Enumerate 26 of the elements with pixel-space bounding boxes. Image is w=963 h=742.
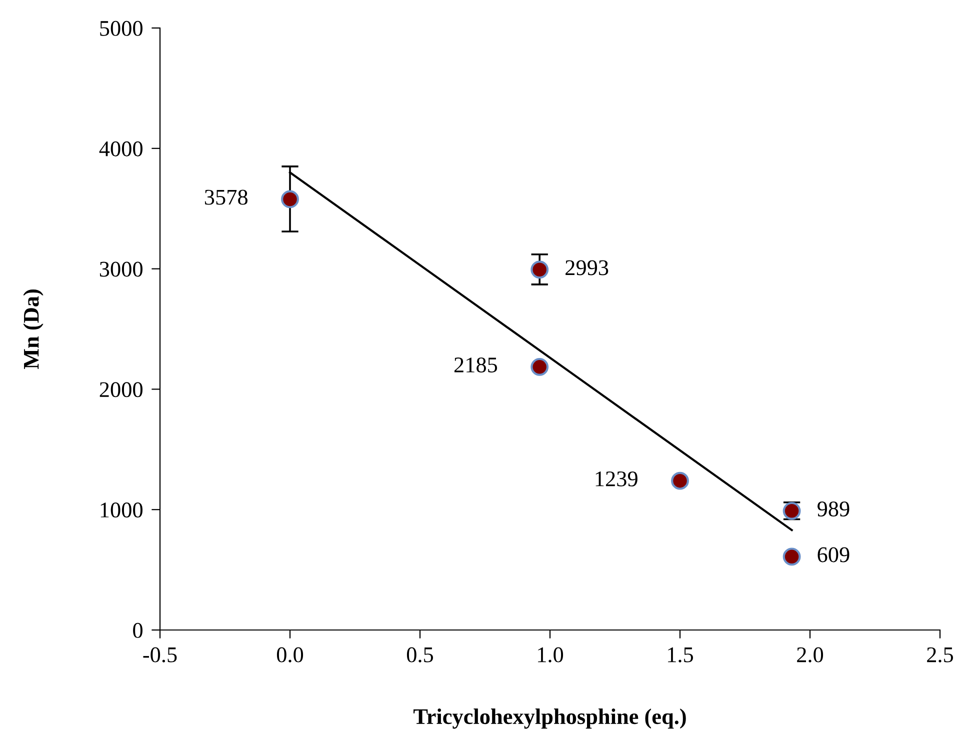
- point: [530, 358, 549, 376]
- data-label: 989: [818, 501, 850, 516]
- data-label: 2993: [566, 260, 608, 276]
- data-label: 609: [818, 547, 850, 562]
- x-axis-title: Tricyclohexylphosphine (eq.): [414, 708, 686, 729]
- y-tick-label: 4000: [99, 141, 142, 156]
- y-tick-label: 5000: [100, 20, 142, 36]
- x-tick-label: 0.0: [276, 647, 304, 662]
- data-label: 2185: [454, 357, 498, 372]
- y-tick-label: 3000: [100, 262, 142, 277]
- x-tick-label: 1.0: [538, 647, 564, 662]
- y-axis-title: Mn (Da): [23, 290, 44, 370]
- x-tick-label: -0.5: [143, 647, 177, 662]
- x-tick-label: 1.5: [668, 647, 694, 662]
- point: [671, 472, 689, 490]
- y-tick-label: 0: [133, 622, 142, 638]
- x-tick-label: 2.5: [927, 647, 954, 662]
- point: [530, 260, 549, 279]
- x-tick-label: 0.5: [406, 647, 434, 662]
- y-tick-label: 1000: [100, 502, 142, 518]
- y-tick-label: 2000: [100, 382, 142, 398]
- data-label: 3578: [204, 190, 248, 205]
- x-tick-label: 2.0: [797, 647, 824, 662]
- point: [782, 548, 801, 566]
- data-label: 1239: [596, 471, 638, 486]
- point: [281, 190, 299, 208]
